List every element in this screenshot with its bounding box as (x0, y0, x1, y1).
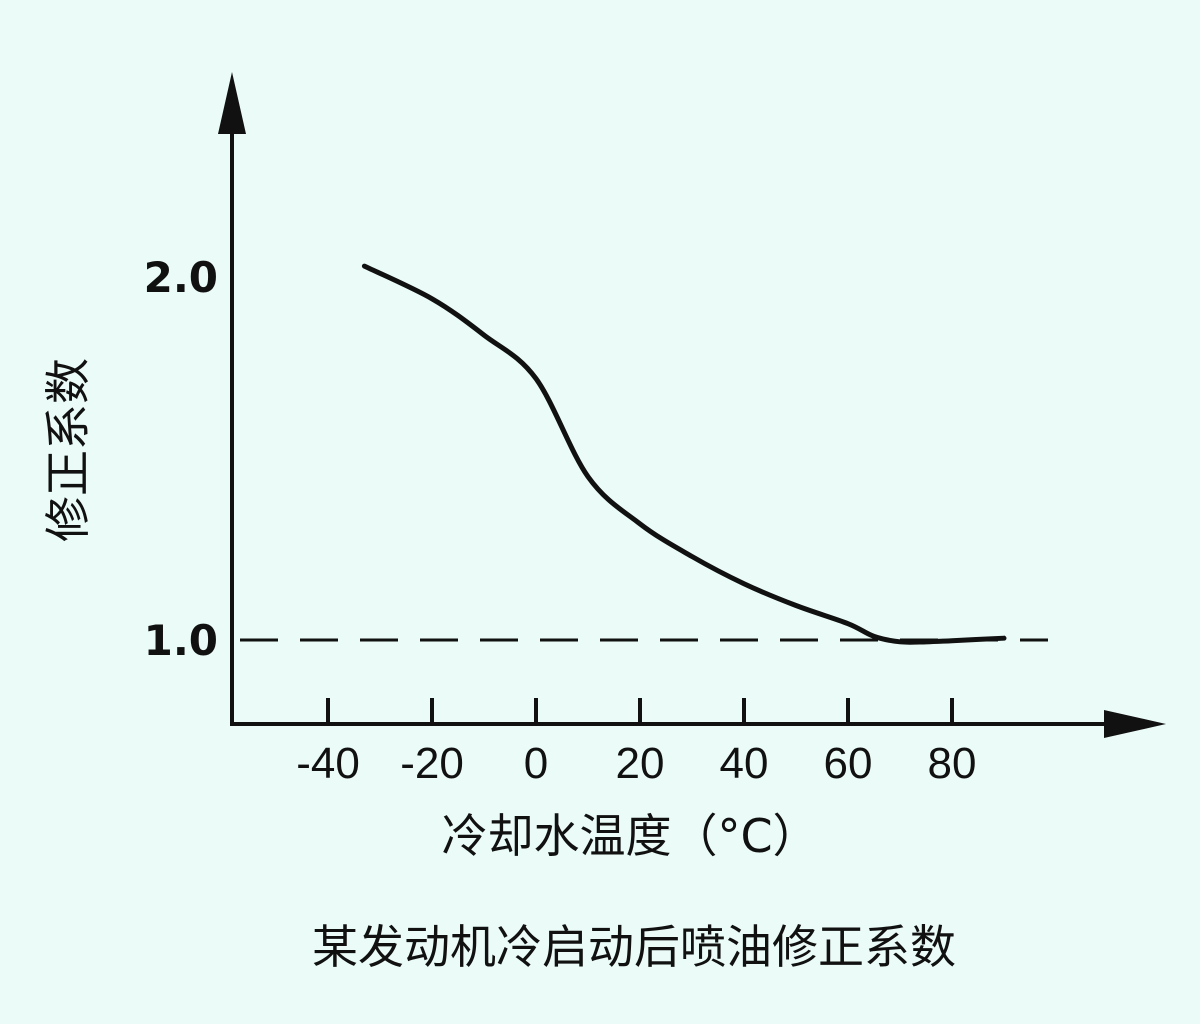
x-tick-label: -20 (400, 739, 464, 788)
x-tick-label: 80 (928, 739, 977, 788)
axes (218, 72, 1166, 738)
y-tick-label: 2.0 (144, 253, 218, 302)
x-axis-arrow (1104, 710, 1166, 738)
y-axis-arrow (218, 72, 246, 134)
x-axis-title: 冷却水温度（°C） (441, 809, 818, 863)
y-ticks: 1.0 2.0 (144, 253, 218, 665)
y-axis-title: 修正系数 (41, 358, 95, 542)
y-tick-label: 1.0 (144, 616, 218, 665)
x-tick-label: 60 (824, 739, 873, 788)
series-line-0 (361, 263, 1007, 645)
x-ticks: -40 -20 0 20 40 60 80 (296, 698, 976, 788)
chart-title: 某发动机冷启动后喷油修正系数 (312, 920, 956, 974)
x-tick-label: 0 (524, 739, 548, 788)
x-tick-label: 40 (720, 739, 769, 788)
series-group (361, 263, 1007, 645)
x-tick-label: 20 (616, 739, 665, 788)
x-tick-label: -40 (296, 739, 360, 788)
